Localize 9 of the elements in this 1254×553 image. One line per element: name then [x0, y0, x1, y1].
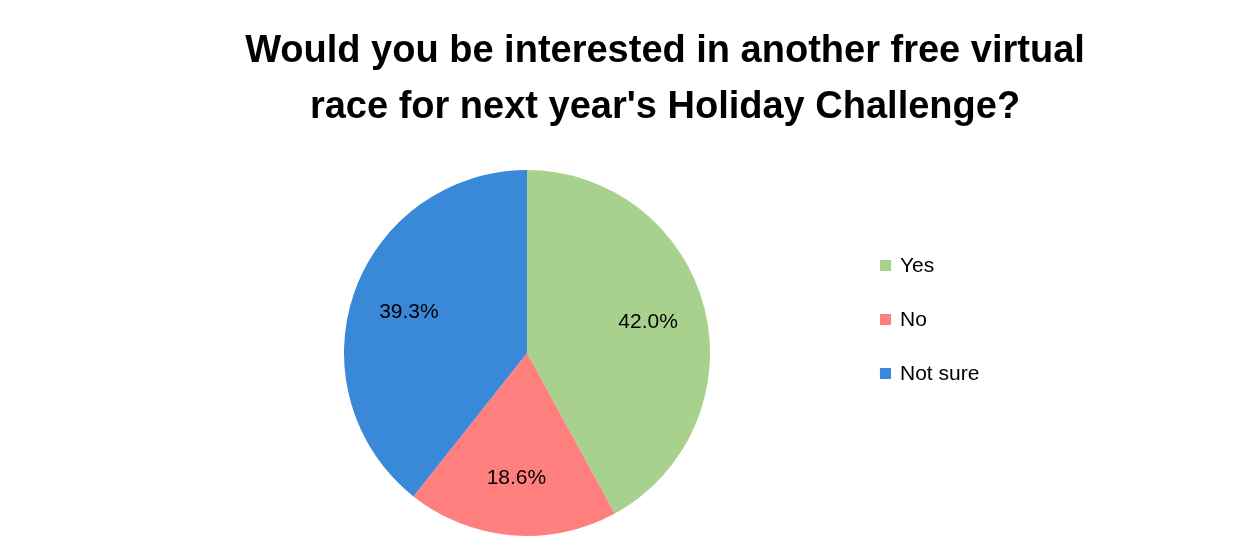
- data-label: 39.3%: [379, 298, 439, 322]
- data-label: 42.0%: [618, 309, 678, 333]
- legend-label: Yes: [900, 252, 935, 276]
- text: Would you be interested in another free virtual: [245, 28, 1085, 70]
- legend-label: No: [900, 306, 927, 330]
- text: race for next year's Holiday Challenge?: [309, 84, 1021, 126]
- pie-slice: [413, 353, 615, 536]
- data-label: 18.6%: [486, 464, 547, 488]
- legend-label: Not sure: [900, 360, 980, 384]
